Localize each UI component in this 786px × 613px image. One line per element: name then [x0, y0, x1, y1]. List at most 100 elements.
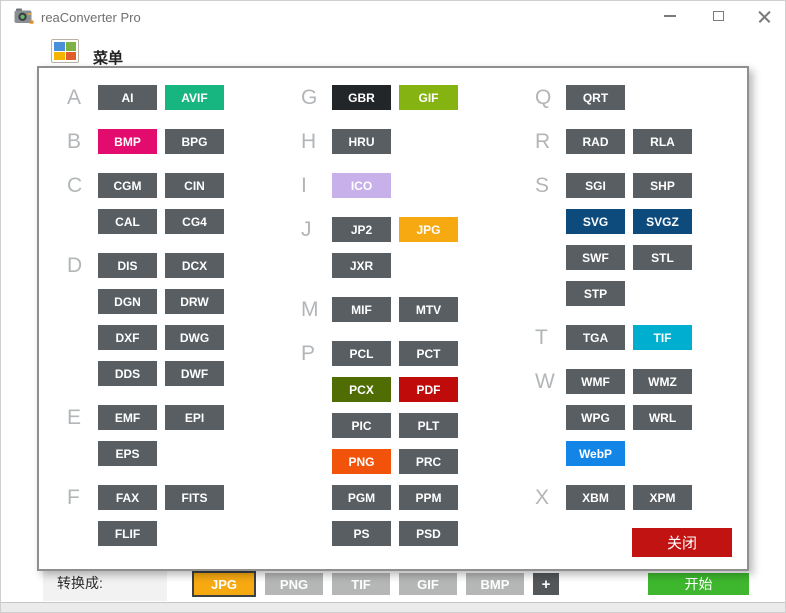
format-button-jxr[interactable]: JXR	[332, 253, 391, 278]
format-group-g: G GBR GIF	[301, 85, 458, 110]
format-button-avif[interactable]: AVIF	[165, 85, 224, 110]
format-button-dds[interactable]: DDS	[98, 361, 157, 386]
format-button-plt[interactable]: PLT	[399, 413, 458, 438]
group-letter-c: C	[67, 174, 83, 197]
maximize-button[interactable]	[701, 1, 735, 31]
format-button-ai[interactable]: AI	[98, 85, 157, 110]
format-button-wmz[interactable]: WMZ	[633, 369, 692, 394]
format-button-swf[interactable]: SWF	[566, 245, 625, 270]
convert-to-label: 转换成:	[43, 568, 167, 601]
format-button-wmf[interactable]: WMF	[566, 369, 625, 394]
format-button-emf[interactable]: EMF	[98, 405, 157, 430]
start-button[interactable]: 开始	[648, 573, 749, 595]
format-button-pdf[interactable]: PDF	[399, 377, 458, 402]
format-button-dwf[interactable]: DWF	[165, 361, 224, 386]
format-button-stl[interactable]: STL	[633, 245, 692, 270]
format-button-xpm[interactable]: XPM	[633, 485, 692, 510]
format-button-sgi[interactable]: SGI	[566, 173, 625, 198]
format-group-i: I ICO	[301, 173, 458, 198]
format-button-drw[interactable]: DRW	[165, 289, 224, 314]
group-letter-r: R	[535, 130, 551, 153]
format-button-gbr[interactable]: GBR	[332, 85, 391, 110]
format-button-xbm[interactable]: XBM	[566, 485, 625, 510]
format-button-bmp[interactable]: BMP	[98, 129, 157, 154]
close-dialog-button[interactable]: 关闭	[632, 528, 732, 557]
menu-button[interactable]: 菜单	[51, 39, 123, 68]
format-button-epi[interactable]: EPI	[165, 405, 224, 430]
format-button-fax[interactable]: FAX	[98, 485, 157, 510]
format-button-psd[interactable]: PSD	[399, 521, 458, 546]
format-button-cg4[interactable]: CG4	[165, 209, 224, 234]
format-button-prc[interactable]: PRC	[399, 449, 458, 474]
add-format-button[interactable]: +	[533, 573, 559, 595]
group-letter-j: J	[301, 218, 312, 241]
output-format-gif[interactable]: GIF	[399, 573, 457, 595]
format-button-dwg[interactable]: DWG	[165, 325, 224, 350]
group-letter-a: A	[67, 86, 82, 109]
group-letter-i: I	[301, 174, 307, 197]
format-button-qrt[interactable]: QRT	[566, 85, 625, 110]
format-button-jp2[interactable]: JP2	[332, 217, 391, 242]
format-button-dxf[interactable]: DXF	[98, 325, 157, 350]
format-button-ico[interactable]: ICO	[332, 173, 391, 198]
group-letter-h: H	[301, 130, 317, 153]
format-button-tif[interactable]: TIF	[633, 325, 692, 350]
group-letter-q: Q	[535, 86, 552, 109]
format-button-hru[interactable]: HRU	[332, 129, 391, 154]
format-button-ps[interactable]: PS	[332, 521, 391, 546]
group-letter-g: G	[301, 86, 318, 109]
output-format-bmp[interactable]: BMP	[466, 573, 524, 595]
format-button-pic[interactable]: PIC	[332, 413, 391, 438]
format-button-wrl[interactable]: WRL	[633, 405, 692, 430]
format-button-dcx[interactable]: DCX	[165, 253, 224, 278]
maximize-icon	[712, 11, 724, 21]
output-format-tif[interactable]: TIF	[332, 573, 390, 595]
format-button-ppm[interactable]: PPM	[399, 485, 458, 510]
format-button-eps[interactable]: EPS	[98, 441, 157, 466]
group-letter-x: X	[535, 486, 550, 509]
format-button-pcx[interactable]: PCX	[332, 377, 391, 402]
format-group-w: W WMF WMZ WPG WRL WebP	[535, 369, 692, 466]
format-button-mtv[interactable]: MTV	[399, 297, 458, 322]
format-group-j: J JP2 JPG JXR	[301, 217, 458, 278]
format-button-png[interactable]: PNG	[332, 449, 391, 474]
group-letter-s: S	[535, 174, 550, 197]
format-group-a: A AI AVIF	[67, 85, 224, 110]
format-button-shp[interactable]: SHP	[633, 173, 692, 198]
format-button-wpg[interactable]: WPG	[566, 405, 625, 430]
format-button-dgn[interactable]: DGN	[98, 289, 157, 314]
format-button-gif[interactable]: GIF	[399, 85, 458, 110]
format-button-dis[interactable]: DIS	[98, 253, 157, 278]
format-button-bpg[interactable]: BPG	[165, 129, 224, 154]
group-letter-w: W	[535, 370, 555, 393]
format-button-rla[interactable]: RLA	[633, 129, 692, 154]
format-button-pgm[interactable]: PGM	[332, 485, 391, 510]
format-button-tga[interactable]: TGA	[566, 325, 625, 350]
format-button-svg[interactable]: SVG	[566, 209, 625, 234]
format-button-rad[interactable]: RAD	[566, 129, 625, 154]
format-button-mif[interactable]: MIF	[332, 297, 391, 322]
format-button-flif[interactable]: FLIF	[98, 521, 157, 546]
format-column-2: G GBR GIF H HRU I ICO J JP2 JPG JXR M MIF MTV P PCL PCT P…	[301, 85, 458, 565]
format-button-cgm[interactable]: CGM	[98, 173, 157, 198]
close-window-button[interactable]	[747, 1, 781, 31]
output-format-jpg[interactable]: JPG	[192, 571, 256, 597]
close-icon	[758, 10, 771, 23]
format-button-svgz[interactable]: SVGZ	[633, 209, 692, 234]
format-button-stp[interactable]: STP	[566, 281, 625, 306]
format-group-d: D DIS DCX DGN DRW DXF DWG DDS DWF	[67, 253, 224, 386]
output-format-png[interactable]: PNG	[265, 573, 323, 595]
format-button-cin[interactable]: CIN	[165, 173, 224, 198]
format-button-pcl[interactable]: PCL	[332, 341, 391, 366]
group-letter-t: T	[535, 326, 548, 349]
format-group-r: R RAD RLA	[535, 129, 692, 154]
format-group-x: X XBM XPM	[535, 485, 692, 510]
format-button-webp[interactable]: WebP	[566, 441, 625, 466]
format-button-pct[interactable]: PCT	[399, 341, 458, 366]
format-button-cal[interactable]: CAL	[98, 209, 157, 234]
format-button-fits[interactable]: FITS	[165, 485, 224, 510]
format-button-jpg[interactable]: JPG	[399, 217, 458, 242]
minimize-button[interactable]	[653, 1, 687, 31]
window-bottom-strip	[1, 602, 785, 612]
output-format-bar: JPG PNG TIF GIF BMP	[192, 571, 524, 597]
